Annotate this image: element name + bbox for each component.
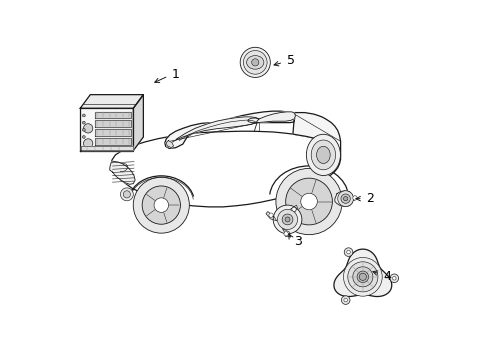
Circle shape: [285, 217, 289, 222]
Circle shape: [83, 124, 93, 133]
Polygon shape: [95, 112, 131, 118]
Polygon shape: [167, 117, 258, 147]
Polygon shape: [81, 146, 132, 150]
Circle shape: [268, 213, 273, 217]
Text: 5: 5: [286, 54, 294, 67]
Circle shape: [341, 296, 349, 304]
Polygon shape: [133, 95, 143, 150]
Circle shape: [82, 121, 85, 124]
Circle shape: [82, 135, 85, 138]
Polygon shape: [292, 113, 340, 155]
Circle shape: [359, 273, 366, 280]
Circle shape: [392, 276, 395, 280]
Circle shape: [275, 168, 342, 235]
Circle shape: [83, 139, 93, 148]
Polygon shape: [80, 95, 143, 108]
Circle shape: [343, 298, 347, 302]
Polygon shape: [95, 121, 131, 127]
Ellipse shape: [246, 55, 264, 69]
Circle shape: [142, 186, 180, 224]
Polygon shape: [351, 196, 356, 201]
Circle shape: [282, 214, 292, 225]
Circle shape: [340, 194, 349, 203]
Circle shape: [389, 274, 398, 283]
Circle shape: [285, 178, 332, 225]
Polygon shape: [247, 112, 295, 123]
Circle shape: [154, 198, 168, 212]
Circle shape: [277, 210, 297, 229]
Polygon shape: [265, 212, 276, 221]
Text: 1: 1: [172, 68, 180, 81]
Polygon shape: [95, 130, 131, 136]
Circle shape: [352, 196, 356, 200]
Polygon shape: [333, 249, 391, 297]
Ellipse shape: [310, 140, 335, 170]
Circle shape: [284, 231, 287, 236]
Polygon shape: [112, 131, 340, 207]
Circle shape: [343, 197, 347, 201]
Ellipse shape: [306, 134, 340, 176]
Circle shape: [352, 267, 372, 287]
Polygon shape: [164, 111, 294, 148]
Circle shape: [133, 177, 189, 233]
Circle shape: [347, 262, 377, 292]
Text: 4: 4: [383, 270, 391, 283]
Circle shape: [337, 191, 353, 207]
Circle shape: [343, 257, 382, 296]
Circle shape: [300, 193, 317, 210]
Text: 3: 3: [293, 235, 301, 248]
Polygon shape: [282, 228, 290, 237]
Circle shape: [356, 271, 368, 283]
Ellipse shape: [316, 146, 329, 163]
Polygon shape: [80, 108, 133, 150]
Polygon shape: [289, 205, 297, 215]
Circle shape: [251, 59, 258, 66]
Text: 2: 2: [366, 192, 373, 205]
Polygon shape: [334, 191, 352, 207]
Circle shape: [273, 205, 301, 234]
Circle shape: [240, 47, 270, 77]
Polygon shape: [95, 138, 131, 145]
Circle shape: [82, 129, 85, 131]
Circle shape: [120, 188, 133, 201]
Circle shape: [291, 207, 296, 212]
Polygon shape: [109, 161, 135, 184]
Circle shape: [346, 250, 349, 254]
Circle shape: [123, 191, 130, 198]
Circle shape: [243, 50, 266, 74]
Polygon shape: [166, 140, 173, 148]
Circle shape: [344, 248, 352, 256]
Circle shape: [82, 114, 85, 117]
